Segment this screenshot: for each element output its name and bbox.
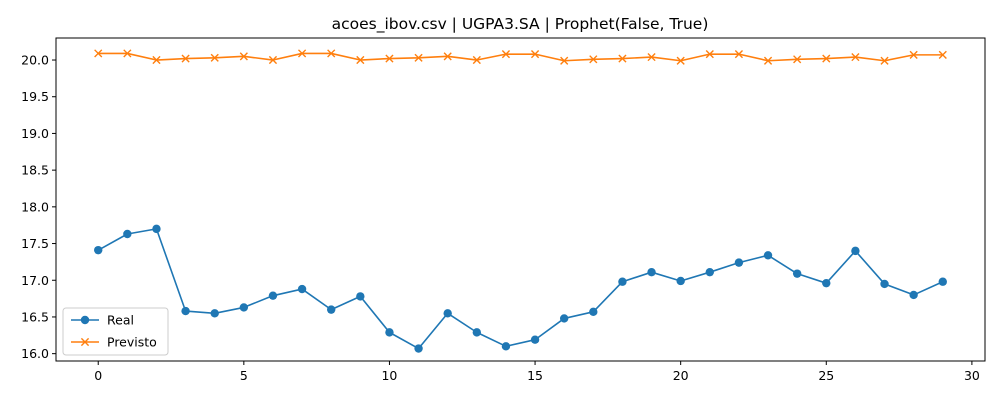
axes: 0 5 10 15 20 25 30 16.0 16.5 17.0 17.5 18.0 18.5 19.0… (21, 37, 986, 383)
y-tick-label-7: 19.5 (21, 89, 49, 104)
y-tick-label-1: 16.5 (21, 309, 49, 324)
y-tick-label-4: 18.0 (21, 199, 49, 214)
series-1-point-4 (210, 53, 219, 62)
series-0-point-26 (851, 246, 860, 256)
series-1-point-2 (152, 55, 161, 65)
series-1-point-0 (94, 49, 103, 58)
series-0-point-18 (618, 277, 627, 286)
series-0-point-14 (501, 342, 511, 351)
x-tick-label-6: 30 (964, 368, 980, 383)
legend-label-1: Previsto (107, 335, 157, 350)
series-0-point-21 (705, 267, 714, 277)
series-1-point-15 (530, 50, 540, 59)
series-1-point-19 (647, 52, 656, 62)
series-0-point-28 (909, 290, 918, 300)
series-0-point-4 (210, 309, 219, 318)
series-1-point-23 (763, 56, 773, 65)
series-0-point-0 (94, 245, 103, 255)
x-tick-label-5: 25 (818, 368, 834, 383)
series-1-point-22 (734, 50, 744, 59)
series-0-point-17 (589, 307, 598, 317)
series-0-point-2 (152, 224, 161, 234)
series-1-point-21 (705, 50, 714, 59)
series-0-point-1 (123, 229, 132, 239)
series-0-point-11 (414, 344, 423, 353)
x-tick-label-2: 10 (381, 368, 397, 383)
y-tick-label-2: 17.0 (21, 273, 49, 288)
series-0-point-15 (530, 335, 540, 344)
series-1-point-13 (472, 55, 481, 65)
y-tick-label-6: 19.0 (21, 126, 49, 141)
series-0-point-13 (472, 328, 482, 337)
series-1-point-1 (123, 49, 132, 58)
legend-entry-0: Real (71, 313, 134, 328)
legend-marker-1 (80, 337, 90, 347)
y-tick-label-3: 17.5 (21, 236, 49, 251)
y-tick-label-5: 18.5 (21, 163, 49, 178)
series-1-point-12 (443, 52, 452, 61)
series-1-point-6 (268, 55, 278, 65)
legend-entry-1: Previsto (71, 335, 157, 350)
legend-label-0: Real (107, 313, 134, 328)
series-1-point-16 (560, 56, 569, 65)
series-1-point-27 (880, 56, 889, 65)
series-line-1 (98, 52, 943, 62)
series-1-point-17 (589, 55, 598, 64)
series-0-point-23 (763, 251, 773, 260)
series-0-point-20 (676, 276, 685, 286)
series-1-point-29 (938, 50, 947, 59)
series-0-point-29 (938, 277, 947, 286)
series-1-point-24 (793, 55, 802, 64)
series-line-0 (97, 228, 944, 350)
series-1-point-9 (356, 55, 365, 65)
series-1-point-5 (239, 52, 248, 61)
series-0-point-25 (822, 278, 831, 288)
series-0-point-6 (268, 291, 278, 300)
legend: Real Previsto (62, 307, 169, 356)
series-1-point-25 (822, 54, 831, 63)
series-1-point-11 (414, 53, 423, 62)
series-0-point-22 (734, 258, 744, 267)
x-tick-label-1: 5 (240, 368, 248, 383)
series-0-point-12 (443, 309, 452, 318)
series-1-point-10 (385, 54, 394, 63)
series-1-point-26 (851, 52, 860, 62)
series-1-point-3 (181, 54, 190, 63)
series-0-point-8 (327, 305, 336, 314)
series-0-point-5 (239, 303, 249, 312)
series-1-point-7 (297, 49, 307, 58)
series-0-point-27 (880, 279, 889, 289)
y-tick-label-0: 16.0 (21, 346, 49, 361)
series-1-point-14 (501, 50, 511, 59)
series-0-point-16 (559, 314, 569, 323)
series-1-point-20 (676, 56, 685, 65)
x-tick-label-3: 15 (527, 368, 543, 383)
series-0-point-7 (297, 284, 307, 294)
x-tick-label-0: 0 (94, 368, 102, 383)
series-0-point-10 (385, 328, 394, 337)
series-0-point-9 (356, 292, 365, 301)
plot-frame (55, 37, 986, 362)
series-0-point-24 (792, 269, 802, 278)
chart-title: acoes_ibov.csv | UGPA3.SA | Prophet(Fals… (332, 15, 709, 34)
series-1-point-28 (909, 50, 918, 59)
x-tick-label-4: 20 (673, 368, 689, 383)
plot-area (94, 49, 947, 353)
y-tick-label-8: 20.0 (21, 53, 49, 68)
series-0-point-19 (647, 267, 656, 277)
series-1-point-18 (618, 54, 627, 63)
series-1-point-8 (327, 49, 336, 58)
series-0-point-3 (181, 306, 190, 316)
legend-marker-0 (80, 315, 90, 325)
